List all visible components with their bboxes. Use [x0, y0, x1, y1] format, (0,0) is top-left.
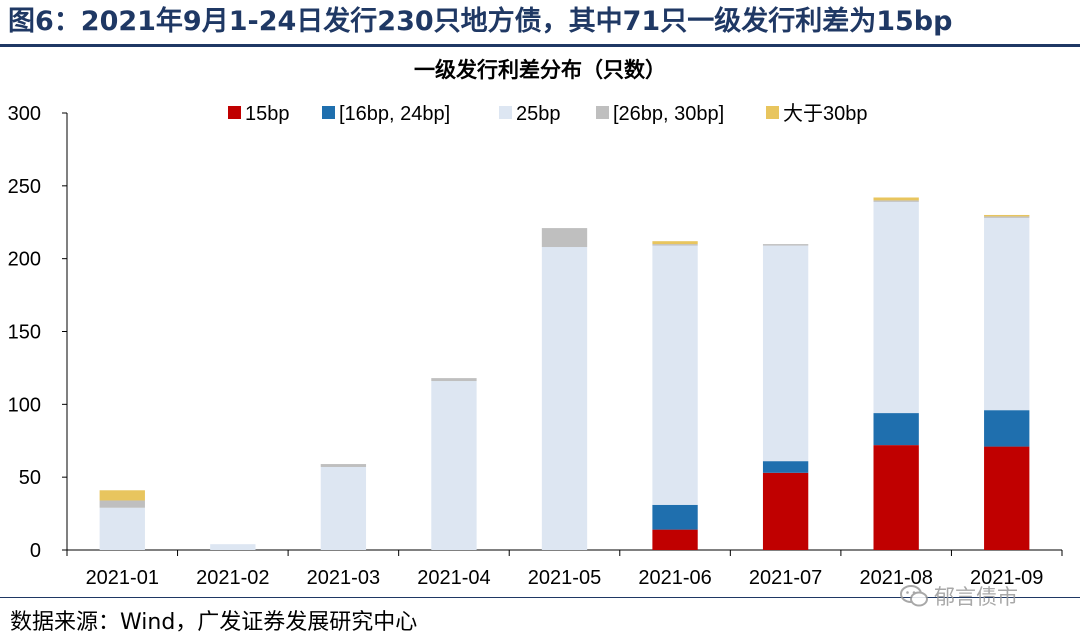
bar-segment: [652, 241, 698, 245]
chart-title: 一级发行利差分布（只数）: [414, 58, 666, 82]
bar-stack-group: [99, 197, 1030, 550]
legend-label: [16bp, 24bp]: [339, 103, 450, 125]
y-tick-label: 300: [8, 103, 41, 125]
bar-segment: [652, 504, 698, 530]
bar-segment: [762, 461, 809, 473]
wechat-icon: [900, 585, 928, 607]
legend-label: [26bp, 30bp]: [613, 103, 724, 125]
title-divider: [0, 44, 1080, 47]
legend-swatch: [766, 106, 779, 119]
x-tick-label: 2021-09: [970, 567, 1043, 589]
bar-segment: [984, 217, 1030, 411]
x-tick-label: 2021-06: [638, 567, 711, 589]
legend-swatch: [499, 106, 512, 119]
bar-segment: [320, 464, 367, 467]
legend-swatch: [596, 106, 609, 119]
x-tick-label: 2021-02: [196, 567, 269, 589]
bar-segment: [984, 410, 1030, 447]
legend-swatch: [228, 106, 241, 119]
source-note: 数据来源：Wind，广发证券发展研究中心: [10, 610, 418, 635]
bar-segment: [873, 413, 919, 446]
legend-label: 15bp: [245, 103, 290, 125]
y-tick-label: 50: [19, 467, 41, 489]
y-tick-label: 200: [8, 249, 41, 271]
legend: 15bp [16bp, 24bp] 25bp [26bp, 30bp] 大于30bp: [228, 102, 868, 125]
bar-segment: [873, 197, 919, 201]
legend-label: 25bp: [516, 103, 561, 125]
x-tick-label: 2021-04: [417, 567, 490, 589]
bar-segment: [210, 544, 256, 550]
bar-segment: [762, 472, 809, 550]
x-tick-label: 2021-03: [307, 567, 380, 589]
x-tick-label: 2021-01: [86, 567, 159, 589]
legend-swatch: [322, 106, 335, 119]
legend-label: 大于30bp: [783, 102, 868, 125]
bar-segment: [873, 445, 919, 550]
watermark-text: 郁言债市: [934, 585, 1018, 609]
y-tick-label: 100: [8, 394, 41, 416]
watermark: 郁言债市: [900, 581, 1018, 611]
bar-segment: [873, 200, 919, 202]
bar-segment: [984, 214, 1030, 217]
bar-segment: [99, 490, 145, 501]
y-axis: 0 50 100 150 200 250 300: [8, 103, 68, 562]
bar-segment: [652, 244, 698, 246]
bar-segment: [984, 446, 1030, 550]
y-tick-label: 0: [30, 540, 41, 562]
bar-segment: [99, 507, 145, 550]
y-tick-label: 150: [8, 322, 41, 344]
bar-segment: [652, 529, 698, 550]
y-tick-label: 250: [8, 176, 41, 198]
source-divider: [0, 597, 1080, 598]
bar-segment: [431, 381, 477, 550]
bar-segment: [652, 245, 698, 505]
x-axis: 2021-01 2021-02 2021-03 2021-04 2021-05 2021-…: [66, 549, 1063, 589]
bar-segment: [873, 201, 919, 414]
bar-segment: [541, 228, 588, 248]
x-tick-label: 2021-08: [859, 567, 932, 589]
bar-segment: [984, 216, 1030, 218]
bar-segment: [431, 378, 477, 382]
figure-title: 图6：2021年9月1-24日发行230只地方债，其中71只一级发行利差为15b…: [8, 6, 953, 37]
bar-segment: [762, 244, 809, 246]
bar-segment: [99, 500, 145, 508]
x-tick-label: 2021-05: [528, 567, 601, 589]
bar-segment: [541, 247, 588, 550]
x-tick-label: 2021-07: [749, 567, 822, 589]
bar-segment: [762, 245, 809, 462]
bar-segment: [320, 466, 367, 550]
